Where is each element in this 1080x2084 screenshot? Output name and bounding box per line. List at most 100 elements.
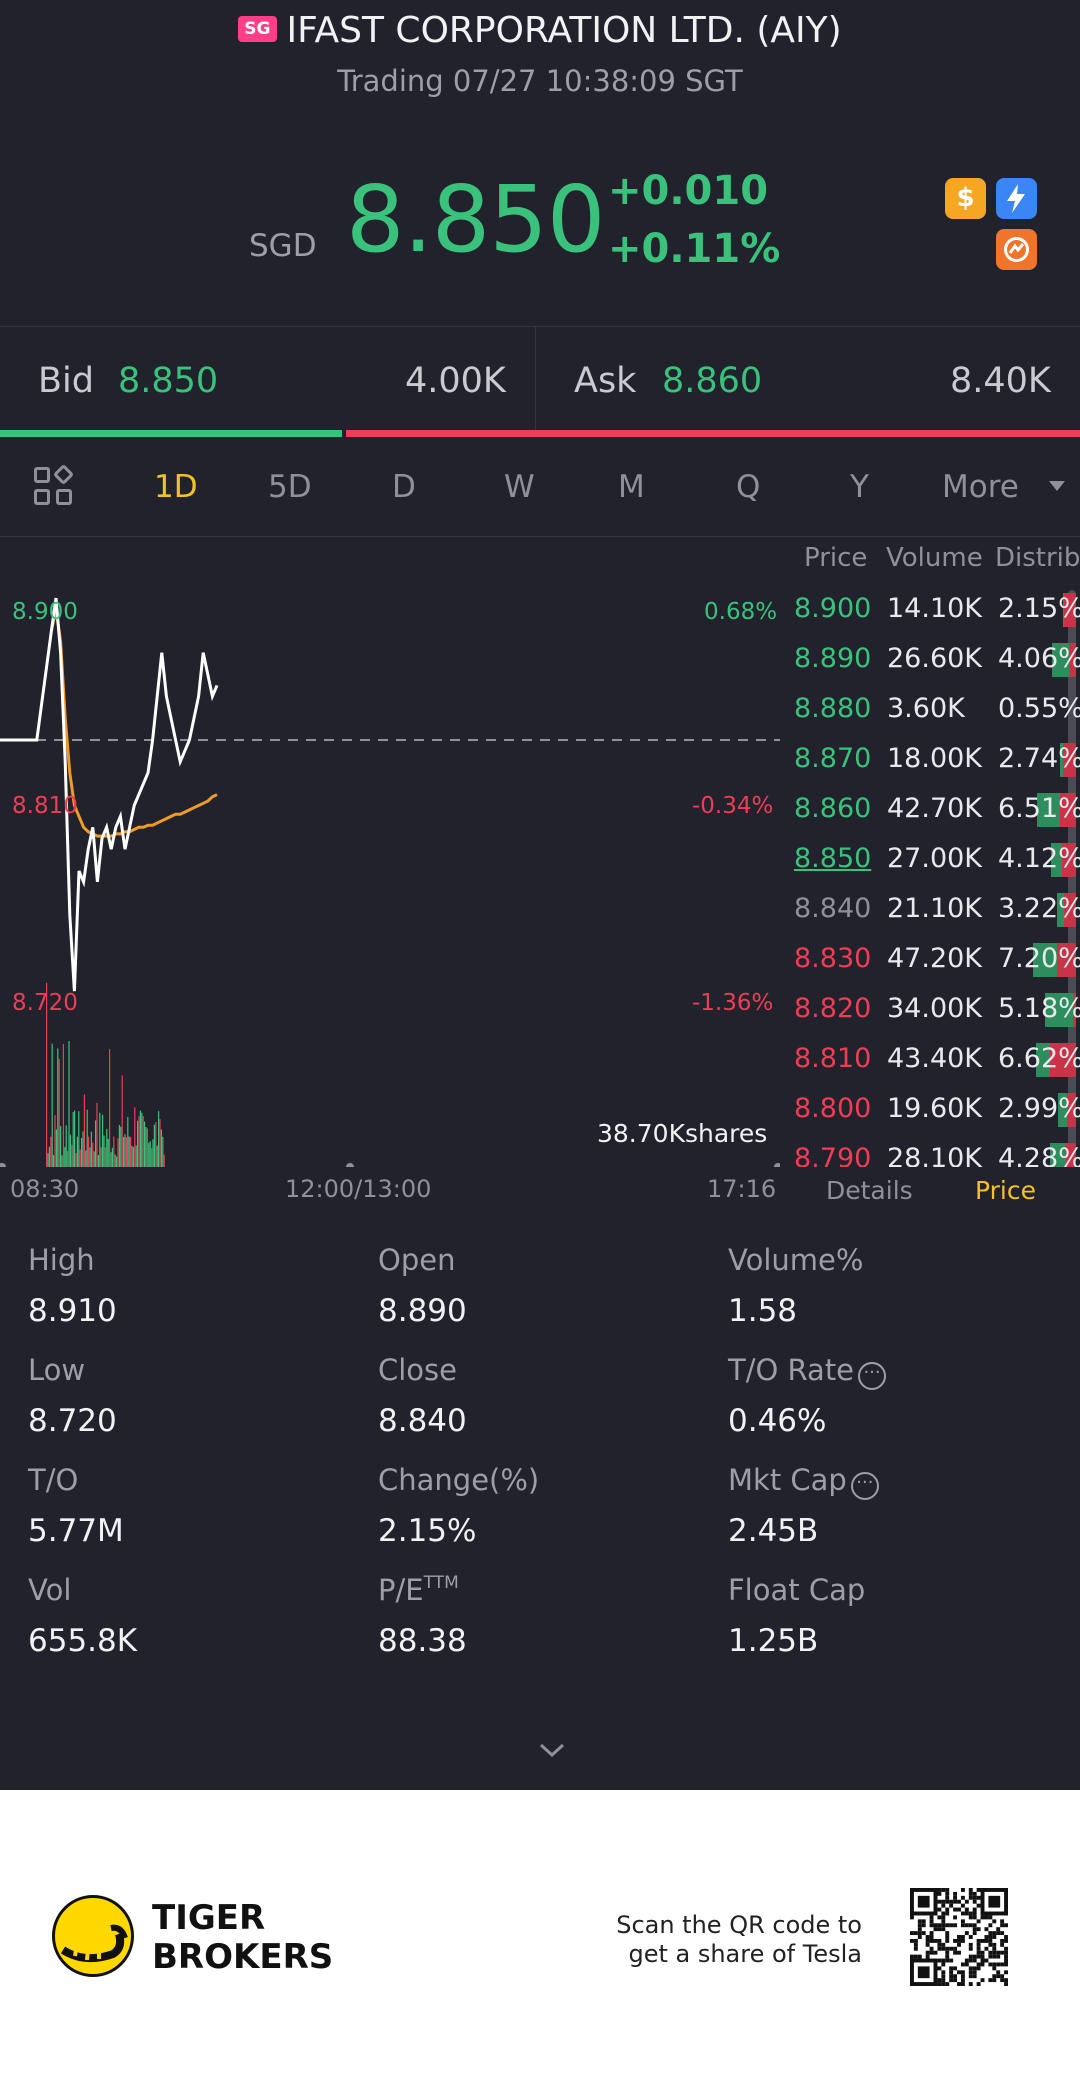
distribution-bar: [1050, 1143, 1076, 1167]
buy-fill: [1059, 743, 1063, 777]
volume-bar: [97, 1155, 99, 1167]
volume-bar: [107, 1138, 109, 1167]
dollar-badge-icon[interactable]: $: [945, 178, 986, 219]
volume-bar: [113, 1136, 115, 1167]
ask-size: 8.40K: [950, 361, 1051, 401]
volume-bar: [134, 1107, 136, 1167]
row-distribution: 4.28%: [998, 1143, 1080, 1167]
tab-1d[interactable]: 1D: [154, 469, 198, 505]
volume-bar: [152, 1139, 154, 1167]
volume-bar: [142, 1116, 144, 1167]
stat-label[interactable]: T/O Rate ···: [728, 1353, 887, 1390]
x-tick-end: 17:16: [707, 1175, 777, 1203]
stat-label-text: Open: [378, 1243, 456, 1277]
volume-label: 38.70Kshares: [597, 1119, 768, 1148]
distribution-bar: [1058, 1093, 1076, 1127]
stat-value: 1.58: [728, 1293, 798, 1329]
row-distribution: 6.62%: [998, 1043, 1080, 1074]
qr-code-icon[interactable]: [910, 1888, 1008, 1986]
tab-w[interactable]: W: [504, 469, 535, 505]
tab-y[interactable]: Y: [850, 469, 869, 505]
price-row[interactable]: 8.890 26.60K 4.06%: [790, 635, 1080, 685]
buy-fill: [1036, 1043, 1051, 1077]
sell-fill: [1064, 893, 1076, 927]
chevron-down-icon[interactable]: [537, 1735, 567, 1765]
intraday-chart[interactable]: 8.900 8.810 8.720 0.68% -0.34% -1.36% 38…: [0, 537, 782, 1171]
price-row[interactable]: 8.800 19.60K 2.99%: [790, 1085, 1080, 1135]
volume-bar: [50, 1136, 52, 1167]
price-row[interactable]: 8.840 21.10K 3.22%: [790, 885, 1080, 935]
buy-fill: [1032, 943, 1057, 977]
price-row[interactable]: 8.860 42.70K 6.51%: [790, 785, 1080, 835]
x-axis-dot: [0, 1163, 6, 1171]
volume-bar: [130, 1137, 132, 1167]
volume-bar: [95, 1120, 97, 1167]
row-price: 8.900: [794, 593, 872, 624]
volume-bar: [48, 1146, 50, 1167]
stat-value: 8.840: [378, 1403, 467, 1439]
volume-bar: [116, 1156, 118, 1167]
price-row[interactable]: 8.880 3.60K 0.55%: [790, 685, 1080, 735]
volume-bar: [148, 1142, 150, 1167]
distribution-bar: [1056, 893, 1076, 927]
stat-label-text: Volume%: [728, 1243, 864, 1277]
orange-badge-icon[interactable]: [996, 229, 1037, 270]
stat-label: Change(%): [378, 1463, 539, 1497]
bid-label: Bid: [38, 361, 94, 401]
stat-value: 5.77M: [28, 1513, 124, 1549]
tab-d[interactable]: D: [392, 469, 416, 505]
volume-bar: [121, 1075, 123, 1167]
more-tab[interactable]: More: [942, 469, 1067, 505]
book-header-price: Price: [804, 543, 868, 573]
row-volume: 34.00K: [887, 993, 983, 1024]
x-tick-mid: 12:00/13:00: [285, 1175, 432, 1203]
tab-m[interactable]: M: [618, 469, 645, 505]
row-distribution: 6.51%: [998, 793, 1080, 824]
volume-bar: [100, 1147, 102, 1167]
price-row[interactable]: 8.870 18.00K 2.74%: [790, 735, 1080, 785]
distribution-bar: [1059, 743, 1076, 777]
bid-price: 8.850: [118, 361, 219, 401]
volume-bar: [92, 1142, 94, 1167]
price-row[interactable]: 8.810 43.40K 6.62%: [790, 1035, 1080, 1085]
price-row[interactable]: 8.790 28.10K 4.28%: [790, 1135, 1080, 1167]
flash-badge-icon[interactable]: [996, 178, 1037, 219]
layout-grid-icon[interactable]: [34, 463, 76, 509]
price-label-low: 8.720: [12, 990, 78, 1016]
row-distribution: 3.22%: [998, 893, 1080, 924]
sell-fill: [1056, 943, 1076, 977]
volume-bar: [135, 1145, 137, 1167]
volume-bar: [60, 1126, 62, 1167]
volume-bar: [88, 1136, 90, 1167]
buy-fill: [1044, 993, 1073, 1027]
more-info-icon[interactable]: ···: [858, 1362, 887, 1390]
buy-fill: [1058, 1093, 1068, 1127]
bid-ask-panel: Bid 8.850 4.00K Ask 8.860 8.40K: [0, 326, 1080, 433]
volume-bar: [81, 1138, 83, 1167]
price-label-high: 8.900: [12, 599, 78, 625]
volume-bar: [146, 1128, 148, 1167]
row-distribution: 0.55%: [998, 693, 1080, 724]
volume-bar: [141, 1112, 143, 1167]
stat-label-text: P/E: [378, 1573, 424, 1607]
tab-price[interactable]: Price: [975, 1176, 1036, 1205]
tab-q[interactable]: Q: [736, 469, 761, 505]
price-row[interactable]: 8.900 14.10K 2.15%: [790, 585, 1080, 635]
stat-label[interactable]: Mkt Cap ···: [728, 1463, 879, 1500]
stat-value: 0.46%: [728, 1403, 827, 1439]
price-distribution-list[interactable]: 8.900 14.10K 2.15% 8.890 26.60K 4.06% 8.880 3.6…: [790, 585, 1080, 1167]
tab-5d[interactable]: 5D: [268, 469, 312, 505]
row-volume: 26.60K: [887, 643, 983, 674]
more-info-icon[interactable]: ···: [850, 1472, 879, 1500]
volume-bar: [120, 1126, 122, 1167]
distribution-bar: [1051, 643, 1076, 677]
volume-bar: [55, 1129, 57, 1167]
volume-bar: [85, 1150, 87, 1167]
row-distribution: 2.15%: [998, 593, 1080, 624]
stat-label-superscript: TTM: [423, 1573, 459, 1593]
price-row[interactable]: 8.820 34.00K 5.18%: [790, 985, 1080, 1035]
tab-details[interactable]: Details: [826, 1176, 913, 1205]
stat-value: 2.15%: [378, 1513, 477, 1549]
price-row[interactable]: 8.830 47.20K 7.20%: [790, 935, 1080, 985]
price-row[interactable]: 8.850 27.00K 4.12%: [790, 835, 1080, 885]
